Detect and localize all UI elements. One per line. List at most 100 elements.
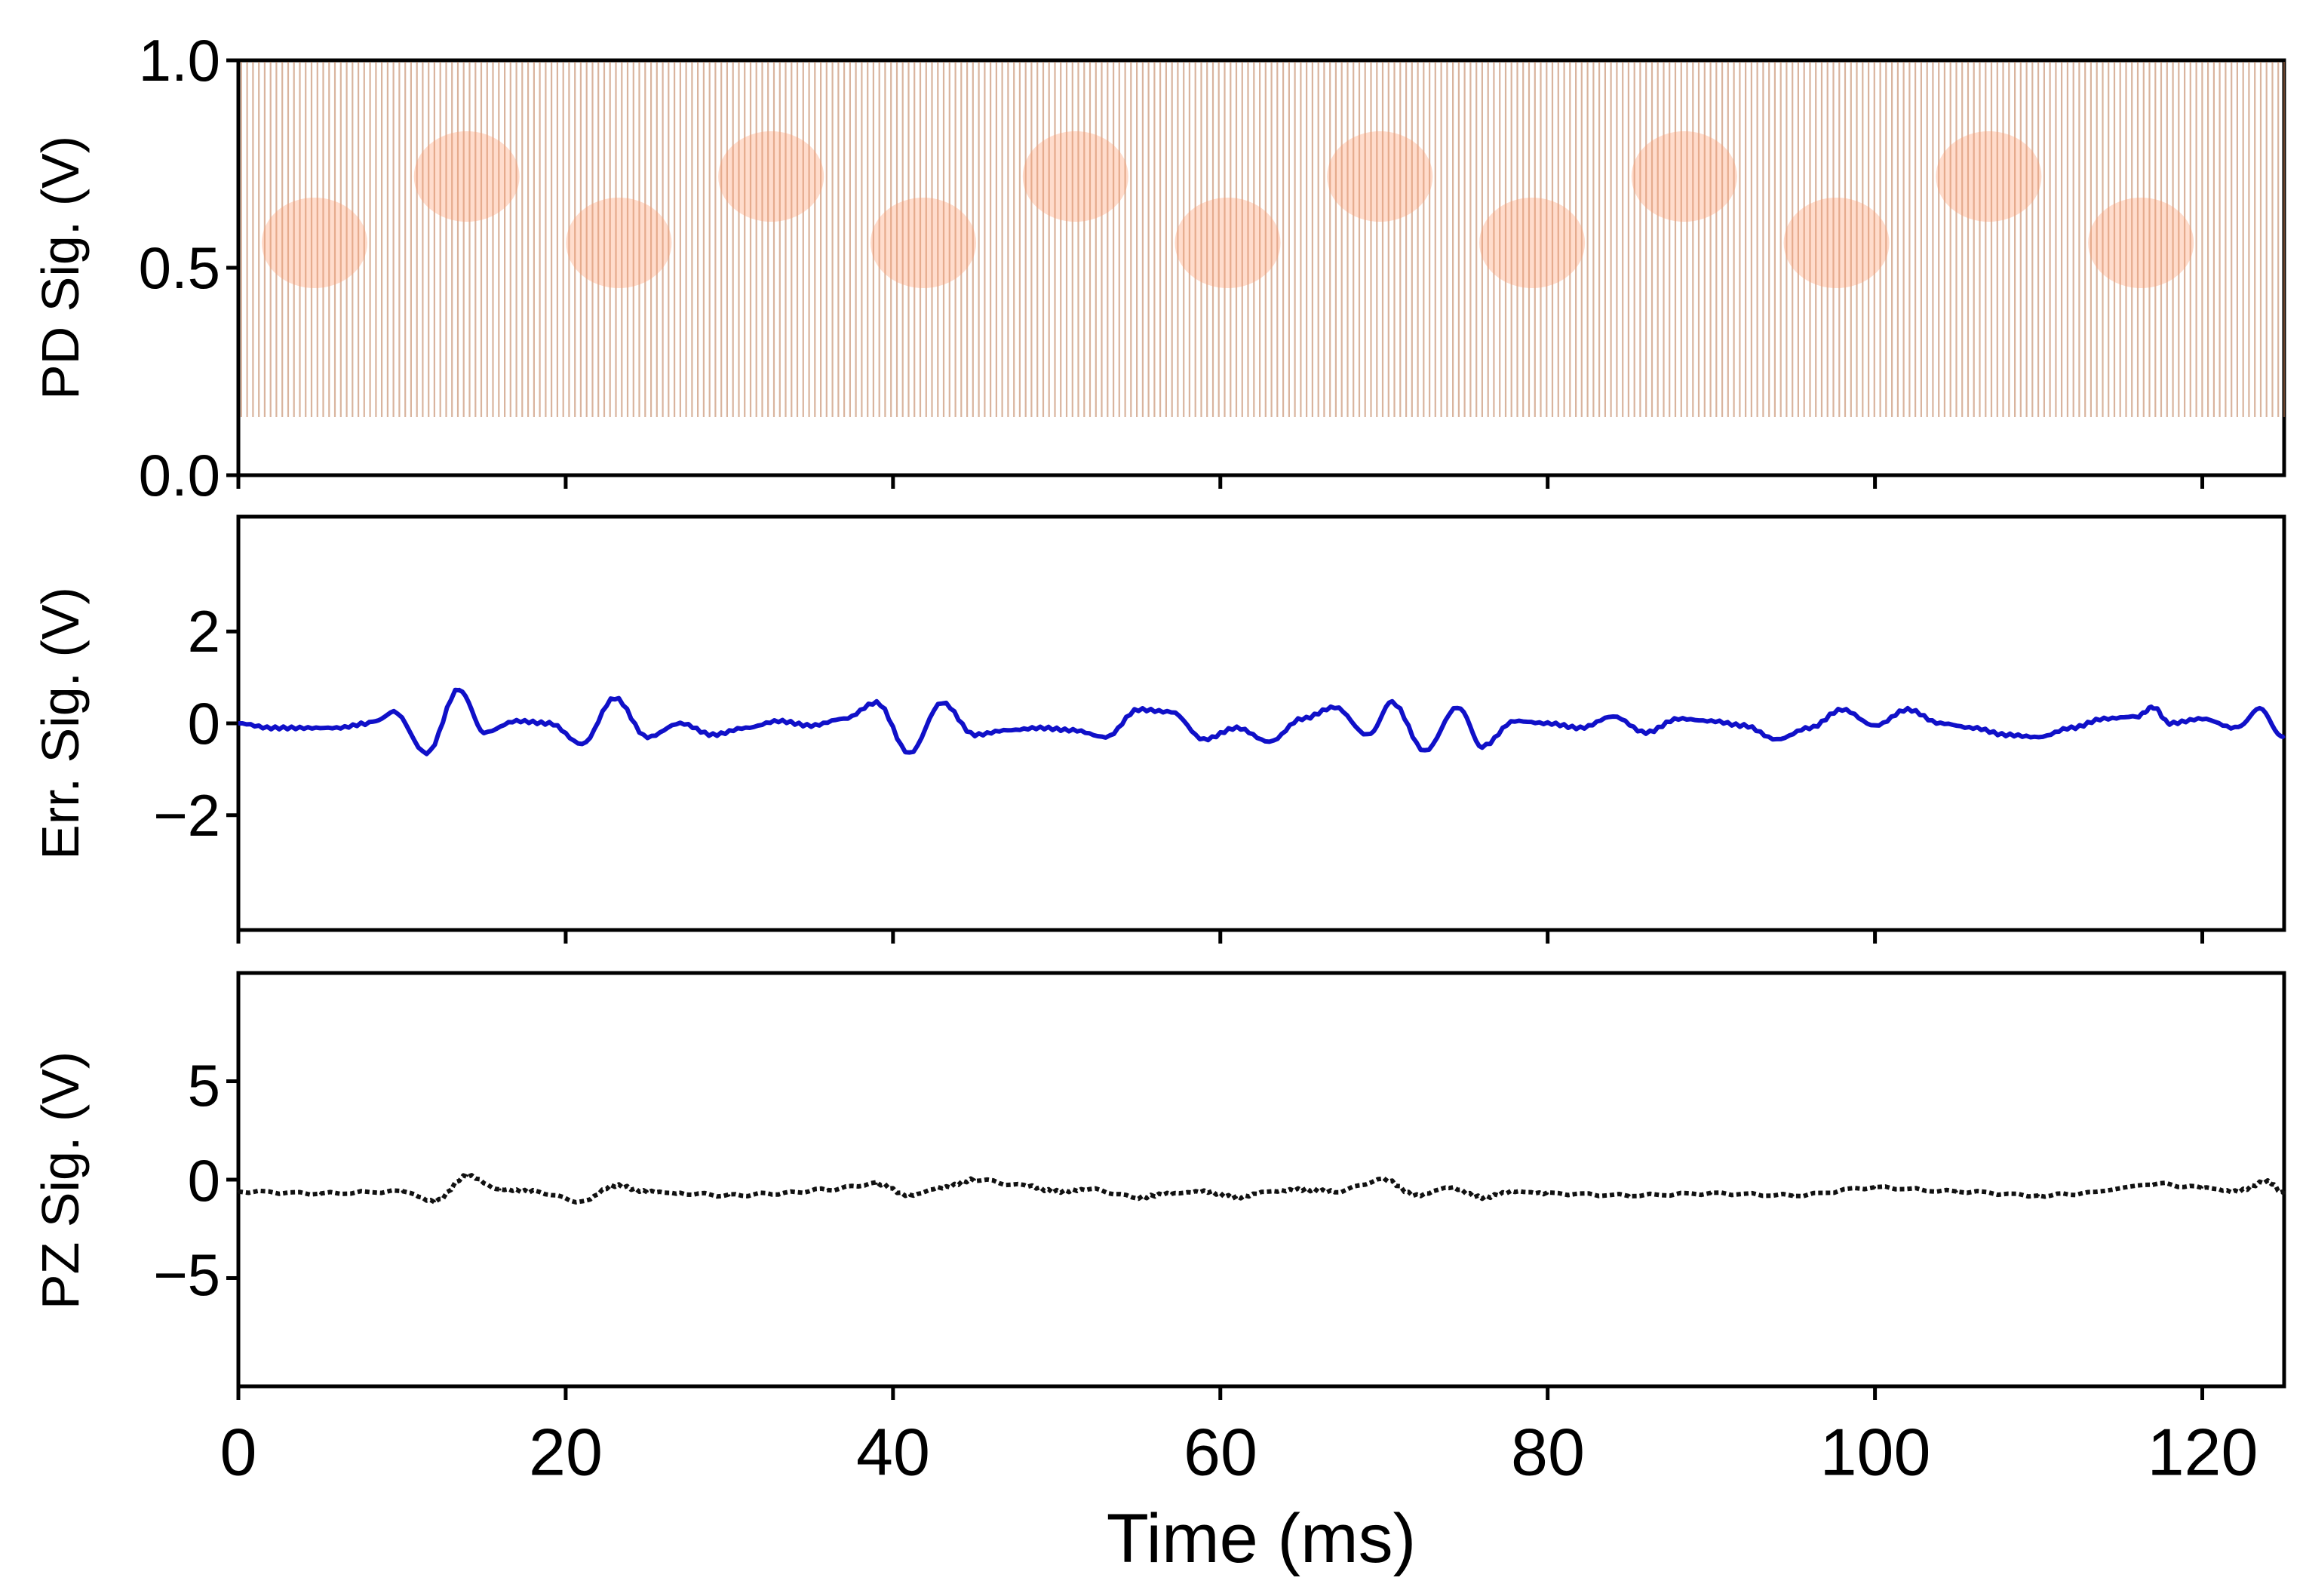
pd-beat-highlight [1479, 198, 1586, 288]
err-data-point [679, 722, 682, 725]
err-data-point [1006, 729, 1009, 732]
pz-data-point [2151, 1182, 2154, 1185]
pz-data-point [1415, 1194, 1418, 1197]
xtick-label-20: 20 [529, 1415, 603, 1490]
pz-data-point [1628, 1194, 1631, 1197]
pd-beat-highlight [413, 131, 520, 222]
pd-beat-highlight [1936, 131, 2042, 222]
pz-data-point [1955, 1190, 1958, 1193]
pz-ylabel: PZ Sig. (V) [31, 1051, 90, 1309]
err-data-point [843, 717, 846, 720]
err-data-point [2151, 706, 2154, 709]
err-data-point [1906, 708, 1909, 711]
err-data-point [1268, 740, 1271, 743]
pd-beat-highlight [1631, 131, 1737, 222]
pz-data-point [1268, 1190, 1271, 1193]
pz-data-point [2283, 1192, 2286, 1195]
err-data-point [1170, 711, 1173, 714]
err-data-point [777, 720, 780, 723]
err-data-point [2070, 726, 2073, 729]
err-data-point [581, 742, 584, 745]
pz-data-point [401, 1190, 404, 1193]
err-data-point [1391, 701, 1394, 704]
pz-ytick-label-0: −5 [153, 1242, 220, 1308]
pz-data-point [433, 1200, 436, 1203]
pz-data-point [1088, 1188, 1091, 1191]
pz-series-line [238, 1173, 2286, 1205]
err-data-point [2037, 735, 2040, 738]
pd-beat-highlight [718, 131, 824, 222]
err-data-point [2136, 715, 2139, 718]
pz-data-point [1710, 1192, 1713, 1195]
panel-pd: 0.0 0.5 1.0 PD Sig. (V) [31, 27, 2286, 508]
pz-data-point [2266, 1180, 2269, 1183]
err-data-point [302, 726, 306, 729]
pd-beat-highlight [1022, 131, 1128, 222]
err-data-point [1579, 726, 1582, 729]
err-data-point [1334, 706, 1337, 709]
err-data-point [1644, 731, 1647, 734]
err-data-point [1039, 726, 1042, 729]
err-data-point [515, 720, 518, 723]
pz-ytick-label-1: 0 [188, 1147, 220, 1214]
err-data-point [646, 735, 649, 738]
x-axis-label: Time (ms) [1107, 1500, 1417, 1577]
panel-pz: −5 0 5 PZ Sig. (V) [31, 971, 2286, 1389]
pz-data-point [532, 1190, 534, 1193]
err-data-point [1546, 722, 1549, 725]
pz-data-point [941, 1186, 944, 1189]
err-data-point [1743, 724, 1746, 727]
pz-data-point [499, 1188, 502, 1191]
err-data-point [1104, 735, 1107, 738]
err-data-point [745, 726, 748, 729]
err-data-point [1456, 706, 1459, 709]
pz-data-point [1513, 1190, 1516, 1193]
pz-y-ticks [226, 1079, 238, 1280]
err-y-ticks [226, 629, 238, 818]
err-data-point [425, 752, 428, 755]
pd-plot-area [237, 62, 2286, 417]
pz-ytick-label-2: 5 [188, 1052, 220, 1119]
err-data-point [1366, 733, 1369, 736]
pd-ytick-label-0: 0.0 [139, 442, 220, 508]
err-data-point [2234, 726, 2237, 729]
err-data-point [1939, 722, 1942, 725]
err-data-point [269, 726, 272, 729]
err-ytick-label-1: 0 [188, 690, 220, 757]
xtick-label-80: 80 [1511, 1415, 1585, 1490]
pz-data-point [1202, 1190, 1205, 1193]
err-data-point [1513, 720, 1516, 723]
pz-data-point [319, 1192, 321, 1195]
err-data-point [613, 697, 616, 699]
pz-data-point [581, 1200, 584, 1203]
xtick-label-120: 120 [2148, 1415, 2258, 1490]
pz-data-point [1546, 1192, 1549, 1195]
xtick-label-100: 100 [1820, 1415, 1931, 1490]
err-data-point [809, 724, 812, 727]
err-data-point [1874, 724, 1877, 727]
pz-data-point [2234, 1190, 2237, 1193]
err-data-point [1481, 744, 1484, 747]
err-data-point [1202, 738, 1205, 741]
pz-data-point [1055, 1190, 1058, 1193]
err-data-point [973, 733, 976, 736]
pd-ytick-label-1: 0.5 [139, 235, 220, 301]
pz-frame [236, 971, 2286, 1389]
err-data-point [2201, 717, 2203, 720]
err-ylabel: Err. Sig. (V) [31, 587, 90, 860]
err-plot-area [237, 687, 2286, 757]
err-data-point [1072, 729, 1074, 732]
pz-data-point [679, 1192, 682, 1195]
err-data-point [1612, 715, 1614, 718]
pz-data-point [646, 1190, 649, 1193]
pz-data-point [2201, 1186, 2203, 1189]
pz-data-point [1137, 1196, 1140, 1199]
err-data-point [482, 731, 485, 734]
pz-data-point [1481, 1196, 1484, 1199]
pz-data-point [1792, 1194, 1795, 1197]
pz-data-point [777, 1192, 780, 1195]
pd-beat-highlight [1327, 131, 1433, 222]
err-ytick-label-2: 2 [188, 598, 220, 664]
pd-beat-highlight [261, 198, 367, 288]
